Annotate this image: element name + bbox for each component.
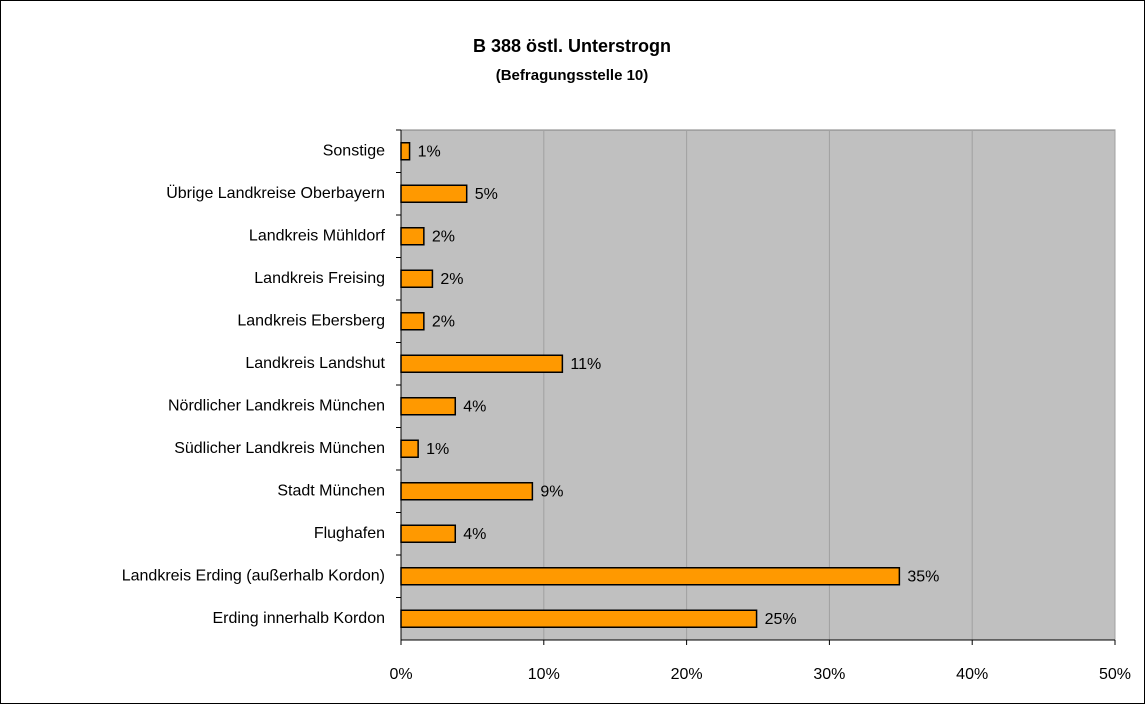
x-tick-label: 40% [956, 666, 988, 683]
y-tick-label: Übrige Landkreise Oberbayern [166, 184, 385, 202]
bar [400, 524, 457, 543]
chart-subtitle: (Befragungsstelle 10) [496, 67, 649, 84]
value-label: 4% [463, 398, 486, 415]
y-tick-label: Landkreis Mühldorf [249, 227, 386, 244]
value-label: 35% [907, 568, 939, 585]
value-label: 2% [432, 313, 455, 330]
y-tick-label: Südlicher Landkreis München [174, 440, 385, 457]
y-tick-label: Landkreis Ebersberg [237, 312, 385, 329]
value-label: 9% [540, 483, 563, 500]
plot-area [400, 129, 1116, 641]
value-label: 25% [765, 611, 797, 628]
bar [400, 227, 425, 246]
bar [400, 609, 758, 628]
value-label: 1% [418, 143, 441, 160]
y-tick-label: Sonstige [323, 142, 385, 159]
y-tick-label: Nördlicher Landkreis München [168, 397, 385, 414]
bar [400, 142, 411, 161]
x-tick-label: 20% [671, 666, 703, 683]
bar [400, 269, 434, 288]
x-tick-label: 30% [813, 666, 845, 683]
y-tick-label: Landkreis Landshut [245, 355, 385, 372]
bar [400, 397, 457, 416]
value-label: 11% [570, 356, 601, 373]
x-tick-label: 0% [389, 666, 412, 683]
bar [400, 184, 468, 203]
bar [400, 312, 425, 331]
x-tick-label: 50% [1099, 666, 1131, 683]
bar [400, 439, 419, 458]
y-tick-label: Landkreis Erding (außerhalb Kordon) [122, 567, 385, 584]
x-tick-label: 10% [528, 666, 560, 683]
y-tick-label: Erding innerhalb Kordon [212, 610, 385, 627]
value-label: 1% [426, 441, 449, 458]
chart-title: B 388 östl. Unterstrogn [473, 36, 671, 56]
bar [400, 354, 564, 373]
bar [400, 567, 901, 586]
value-label: 5% [475, 186, 498, 203]
value-label: 4% [463, 526, 486, 543]
bar [400, 482, 534, 501]
value-label: 2% [440, 271, 463, 288]
y-tick-label: Landkreis Freising [254, 270, 385, 287]
y-tick-label: Flughafen [314, 525, 385, 542]
y-tick-label: Stadt München [277, 482, 385, 499]
value-label: 2% [432, 228, 455, 245]
